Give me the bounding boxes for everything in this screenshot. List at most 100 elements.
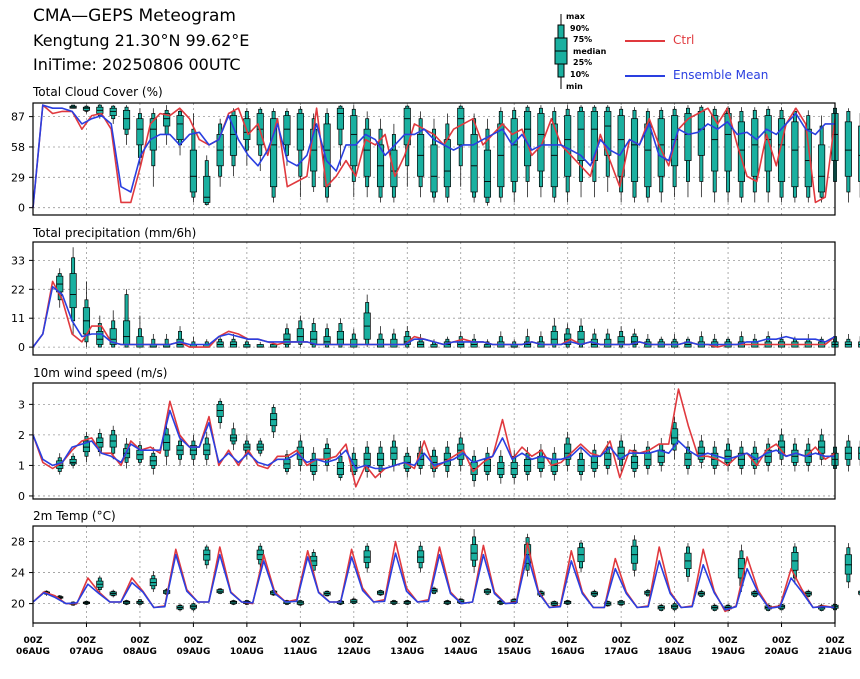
ensemble-box [310, 447, 318, 481]
box-iqr [564, 115, 572, 177]
x-tick-date: 10AUG [230, 647, 264, 657]
ensemble-box [844, 333, 852, 348]
ensemble-mean-line [32, 285, 836, 348]
ensemble-box [470, 333, 478, 348]
ensemble-box [136, 598, 144, 606]
box-iqr [564, 443, 572, 460]
ensemble-box [350, 105, 358, 198]
box-iqr [818, 144, 826, 193]
box-iqr [604, 338, 612, 348]
panel-3: 20 24 28 [11, 525, 860, 624]
ensemble-box [844, 434, 852, 472]
box-iqr [69, 273, 77, 309]
ensemble-box [350, 597, 358, 605]
ensemble-box [671, 416, 679, 460]
y-tick-label: 0 [18, 341, 25, 354]
ensemble-mean-line [32, 104, 835, 208]
ensemble-box [550, 600, 558, 607]
x-tick-hour: 00Z [130, 636, 150, 646]
panel-1: 0 11 22 33 [11, 241, 860, 356]
box-iqr [109, 328, 117, 345]
box-iqr [123, 320, 131, 345]
legend-p75-label: 75% [573, 35, 593, 44]
panel-title-cloud: Total Cloud Cover (%) [33, 85, 163, 99]
y-tick-label: 58 [11, 141, 25, 154]
box-iqr [684, 113, 692, 161]
panel-2: 0 1 2 3 [18, 382, 860, 503]
legend-median-label: median [573, 47, 607, 56]
x-tick-date: 08AUG [123, 647, 157, 657]
ensemble-box [109, 589, 117, 598]
x-tick-hour: 00Z [451, 636, 471, 646]
ensemble-box [791, 108, 799, 203]
ensemble-box [96, 315, 104, 348]
panel-0: 0 29 58 87 [11, 102, 860, 216]
ensemble-box [109, 425, 117, 460]
box-iqr [203, 443, 211, 456]
ensemble-box [577, 318, 585, 348]
box-iqr [537, 113, 545, 172]
ensemble-box [417, 111, 425, 198]
x-tick-date: 12AUG [337, 647, 371, 657]
ensemble-box [564, 599, 572, 606]
ensemble-box [724, 437, 732, 472]
y-tick-label: 22 [11, 283, 25, 296]
ensemble-box [283, 108, 291, 166]
ensemble-box [216, 588, 224, 595]
y-tick-label: 11 [11, 312, 25, 325]
box-iqr [630, 336, 639, 345]
y-tick-label: 29 [11, 171, 25, 184]
box-iqr [617, 336, 625, 345]
ensemble-box [82, 600, 91, 606]
ensemble-box [149, 447, 157, 475]
ensemble-box [443, 336, 451, 348]
ensemble-box [764, 437, 772, 472]
x-tick-hour: 00Z [825, 636, 845, 646]
x-tick-hour: 00Z [184, 636, 204, 646]
ensemble-box [376, 589, 385, 596]
box-iqr [109, 107, 117, 116]
ensemble-box [791, 543, 799, 585]
legend-p90-label: 90% [570, 24, 590, 33]
ensemble-box [109, 105, 117, 124]
ensemble-box [216, 398, 224, 429]
ensemble-box [176, 603, 184, 612]
ensemble-box [123, 105, 131, 145]
x-tick-hour: 00Z [344, 636, 364, 646]
ensemble-box [216, 118, 224, 187]
ensemble-box [189, 336, 197, 348]
box-iqr [96, 330, 104, 345]
ensemble-box [176, 434, 184, 466]
panel-title-temp: 2m Temp (°C) [33, 509, 116, 523]
ensemble-box [697, 105, 705, 198]
x-tick-date: 20AUG [765, 647, 799, 657]
box-iqr [764, 115, 772, 172]
legend-mean-label: Ensemble Mean [673, 68, 769, 82]
box-iqr [617, 115, 625, 177]
ensemble-box [203, 431, 211, 466]
panel-title-precip: Total precipitation (mm/6h) [33, 226, 197, 240]
box-iqr [577, 330, 585, 345]
ensemble-box [390, 599, 398, 606]
ensemble-box [229, 108, 238, 177]
box-iqr [671, 428, 679, 445]
ensemble-box [69, 104, 77, 109]
ensemble-box [711, 106, 719, 203]
ensemble-box [483, 118, 492, 206]
x-tick-date: 15AUG [497, 647, 531, 657]
ensemble-box [310, 549, 318, 575]
ensemble-box [844, 108, 852, 203]
box-iqr [657, 118, 665, 177]
x-tick-date: 11AUG [283, 647, 317, 657]
ctrl-line [32, 104, 836, 208]
ensemble-box [697, 434, 705, 469]
ensemble-box [283, 450, 291, 475]
box-iqr [149, 118, 157, 151]
ensemble-box [657, 603, 665, 612]
box-iqr [376, 338, 385, 348]
ensemble-box [671, 602, 679, 612]
ensemble-box [684, 543, 692, 582]
y-tick-label: 87 [11, 111, 25, 124]
box-iqr [296, 328, 304, 343]
ensemble-box [256, 437, 264, 457]
